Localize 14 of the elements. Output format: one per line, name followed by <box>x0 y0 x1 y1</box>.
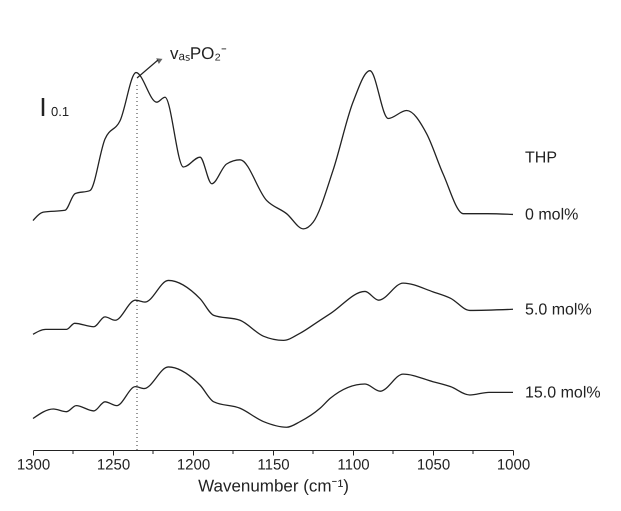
series-label: 0 mol% <box>525 206 578 224</box>
x-tick-label: 1150 <box>257 456 290 474</box>
x-tick-label: 1050 <box>416 456 450 474</box>
x-tick-label: 1300 <box>16 456 50 474</box>
x-tick-label: 1100 <box>337 456 370 474</box>
legend-title: THP <box>525 149 557 166</box>
x-tick-label: 1000 <box>496 456 530 474</box>
legend-label: vₐₛPO₂⁻ <box>170 44 227 63</box>
x-axis-title: Wavenumber (cm⁻¹) <box>198 476 349 496</box>
series-label: 5.0 mol% <box>525 301 592 318</box>
x-tick-label: 1200 <box>176 456 210 474</box>
x-tick-label: 1250 <box>96 456 130 474</box>
series-label: 15.0 mol% <box>525 384 601 402</box>
annotation: 0.1 <box>51 104 70 119</box>
